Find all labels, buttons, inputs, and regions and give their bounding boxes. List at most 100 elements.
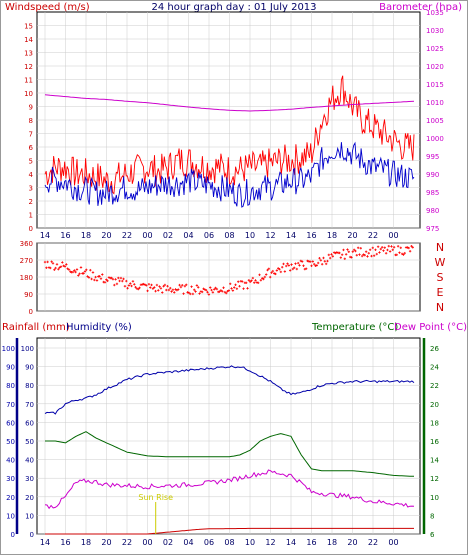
temperature-tick-label: 22 (430, 382, 439, 390)
direction-tick-label: 270 (20, 257, 33, 265)
barometer-tick-label: 1010 (426, 99, 444, 107)
wind-baro-time-ticks: 14 16 18 20 22 00 02 04 06 08 10 12 14 16 18 20 22 00 (40, 231, 399, 240)
direction-degree-ticks: 0 90 180 270 360 (20, 240, 33, 316)
windspeed-tick-label: 11 (24, 77, 33, 85)
direction-tick-label: 180 (20, 274, 33, 282)
wind-baro-series (44, 75, 415, 208)
windspeed-tick-label: 15 (24, 23, 33, 31)
compass-label: N (436, 301, 444, 314)
temperature-tick-label: 26 (430, 345, 439, 353)
rainfall-tick-label: 10 (6, 512, 15, 520)
direction-tick-label: 90 (24, 291, 33, 299)
temperature-line (45, 431, 415, 477)
temperature-axis-title: Temperature (°C) (311, 322, 398, 333)
time-tick-label: 10 (245, 538, 255, 547)
humidity-tick-label: 30 (25, 475, 34, 483)
windspeed-tick-label: 12 (24, 63, 33, 71)
rainfall-tick-label: 40 (6, 457, 15, 465)
time-tick-label: 22 (122, 538, 132, 547)
compass-label: W (435, 256, 446, 269)
barometer-tick-label: 1020 (426, 63, 444, 71)
time-tick-label: 04 (183, 538, 193, 547)
barometer-tick-label: 1000 (426, 135, 444, 143)
rainfall-tick-label: 50 (6, 438, 15, 446)
barometer-tick-label: 980 (426, 207, 439, 215)
temperature-tick-label: 8 (430, 512, 434, 520)
avg-line (44, 141, 415, 208)
rainfall-ticks: 0 10 20 30 40 50 60 70 80 90 100 (2, 345, 15, 539)
rainfall-tick-label: 90 (6, 364, 15, 372)
direction-tick-label: 0 (29, 308, 33, 316)
rain-humidity-temp-series (44, 365, 415, 535)
temperature-tick-label: 20 (430, 401, 439, 409)
time-tick-label: 16 (60, 538, 70, 547)
time-tick-label: 20 (347, 538, 357, 547)
rainfall-axis-title: Rainfall (mm) (2, 322, 70, 333)
time-tick-label: 04 (183, 231, 193, 240)
time-tick-label: 00 (142, 538, 152, 547)
humidity-tick-label: 60 (25, 419, 34, 427)
wind-direction-points (43, 244, 414, 296)
barometer-tick-label: 995 (426, 153, 439, 161)
humidity-line (44, 365, 415, 415)
time-tick-label: 10 (245, 231, 255, 240)
windspeed-tick-label: 14 (24, 36, 33, 44)
humidity-tick-label: 100 (21, 345, 34, 353)
time-tick-label: 16 (60, 231, 70, 240)
time-tick-label: 22 (122, 231, 132, 240)
windspeed-tick-label: 6 (29, 144, 34, 152)
time-tick-label: 18 (327, 231, 337, 240)
time-tick-label: 18 (81, 538, 91, 547)
barometer-tick-label: 1005 (426, 117, 444, 125)
rain-humidity-temp-plot-area (36, 337, 421, 535)
barometer-tick-label: 1015 (426, 81, 444, 89)
compass-label: N (436, 241, 444, 254)
time-tick-label: 06 (204, 538, 214, 547)
humidity-tick-label: 0 (30, 531, 34, 539)
humidity-tick-label: 50 (25, 438, 34, 446)
time-tick-label: 02 (163, 231, 173, 240)
temperature-tick-label: 24 (430, 364, 439, 372)
rainfall-tick-label: 60 (6, 419, 15, 427)
chart-title: 24 hour graph day : 01 July 2013 (151, 2, 316, 13)
wind-direction-grid (37, 242, 420, 312)
gust-line (44, 75, 415, 195)
windspeed-tick-label: 1 (29, 212, 33, 220)
time-tick-label: 08 (224, 231, 234, 240)
windspeed-tick-label: 0 (29, 225, 33, 233)
time-tick-label: 00 (388, 231, 398, 240)
time-tick-label: 00 (388, 538, 398, 547)
time-tick-label: 14 (40, 538, 50, 547)
windspeed-tick-label: 7 (29, 131, 33, 139)
windspeed-tick-label: 2 (29, 198, 33, 206)
time-tick-label: 16 (306, 538, 316, 547)
time-tick-label: 08 (224, 538, 234, 547)
time-tick-label: 20 (347, 231, 357, 240)
humidity-tick-label: 90 (25, 364, 34, 372)
time-tick-label: 18 (327, 538, 337, 547)
windspeed-tick-label: 5 (29, 158, 33, 166)
time-tick-label: 20 (101, 231, 111, 240)
rain-humidity-temp-time-ticks: 14 16 18 20 22 00 02 04 06 08 10 12 14 16 18 20 22 00 (40, 538, 399, 547)
time-tick-label: 12 (265, 231, 275, 240)
barometer-tick-label: 1025 (426, 45, 444, 53)
barometer-axis-title: Barometer (hpa) (379, 2, 462, 13)
time-tick-label: 22 (368, 538, 378, 547)
barometer-ticks: 975 980 985 990 995 1000 1005 1010 1015 1020 1025 1… (426, 9, 444, 233)
windspeed-tick-label: 8 (29, 117, 33, 125)
barometer-tick-label: 990 (426, 171, 439, 179)
time-tick-label: 06 (204, 231, 214, 240)
temperature-tick-label: 16 (430, 438, 439, 446)
rain-humidity-temp-grid (37, 338, 420, 535)
time-tick-label: 18 (81, 231, 91, 240)
time-tick-label: 22 (368, 231, 378, 240)
temperature-tick-label: 6 (430, 531, 435, 539)
compass-label: S (437, 271, 444, 284)
temperature-tick-label: 10 (430, 494, 439, 502)
windspeed-tick-label: 3 (29, 185, 33, 193)
rainfall-tick-label: 70 (6, 401, 15, 409)
